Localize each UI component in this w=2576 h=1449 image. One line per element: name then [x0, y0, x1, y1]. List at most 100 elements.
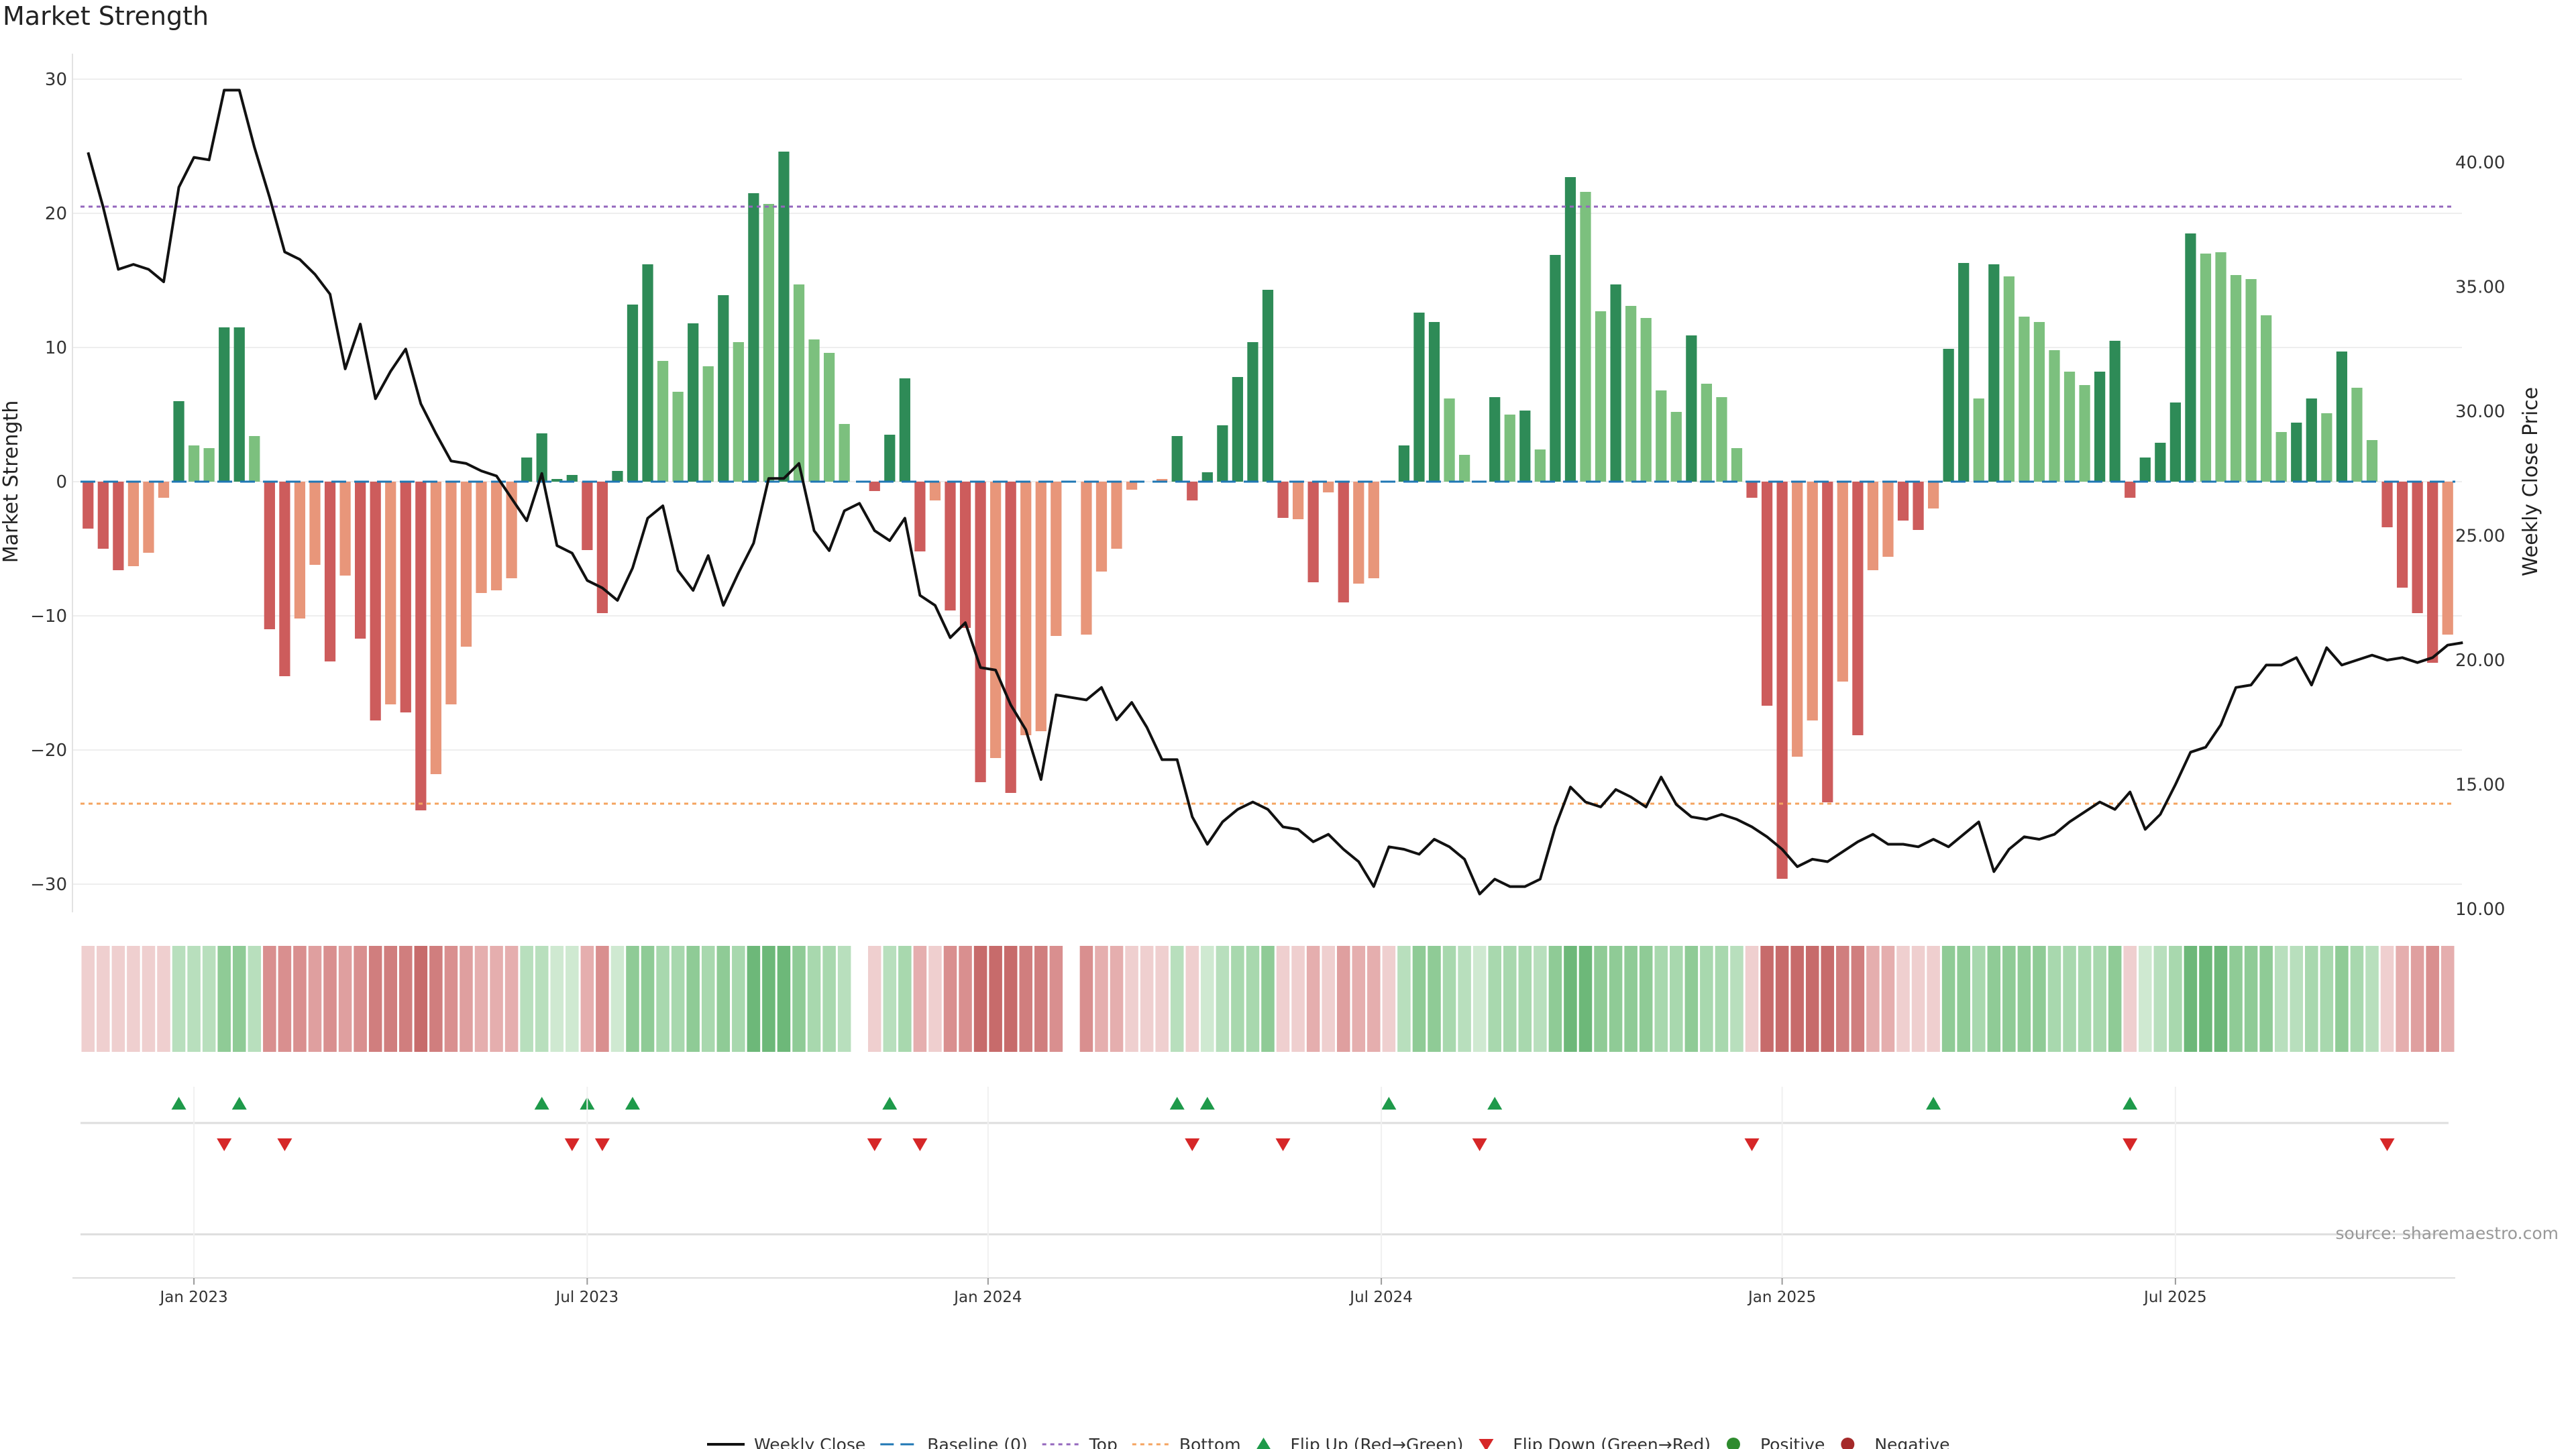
- y-tick-label: −10: [30, 606, 67, 627]
- strength-bar: [566, 475, 578, 482]
- heat-cell: [384, 946, 398, 1052]
- strength-bar: [2442, 482, 2453, 635]
- heat-cell: [928, 946, 942, 1052]
- flip-up-marker: [534, 1097, 549, 1110]
- strength-bar: [1126, 482, 1138, 490]
- heat-cell: [1730, 946, 1743, 1052]
- y-tick-label: 10: [45, 338, 67, 358]
- heat-cell: [550, 946, 564, 1052]
- reference-lines: [80, 205, 2455, 805]
- y-tick-label: 0: [56, 472, 67, 492]
- heat-cell: [2033, 946, 2046, 1052]
- heat-cell: [2380, 946, 2394, 1052]
- strength-bar: [83, 482, 94, 529]
- strength-bar: [2079, 385, 2090, 482]
- heat-cell: [2335, 946, 2349, 1052]
- strength-bar: [324, 482, 336, 661]
- strength-bar: [657, 361, 669, 482]
- flip-down-marker: [277, 1138, 292, 1151]
- legend-label: Bottom: [1179, 1435, 1241, 1449]
- strength-bar: [2169, 402, 2181, 482]
- strength-bar: [415, 482, 427, 810]
- heat-cell: [671, 946, 685, 1052]
- strength-bar: [2261, 315, 2272, 482]
- strength-bar: [869, 482, 880, 491]
- heat-cell: [1836, 946, 1849, 1052]
- x-tick-label: Jan 2025: [1747, 1289, 1816, 1306]
- strength-bar: [1973, 398, 1984, 482]
- x-tick-label: Jul 2023: [555, 1289, 619, 1306]
- heat-cell: [2290, 946, 2304, 1052]
- heat-cell: [1276, 946, 1290, 1052]
- strength-bar: [1201, 472, 1213, 482]
- heat-cell: [822, 946, 836, 1052]
- heat-cell: [686, 946, 700, 1052]
- heat-cell: [1155, 946, 1169, 1052]
- strength-bar: [1580, 192, 1591, 482]
- heat-cell: [792, 946, 806, 1052]
- heat-cell: [1322, 946, 1335, 1052]
- heat-cell: [490, 946, 503, 1052]
- heat-cell: [308, 946, 322, 1052]
- heat-cell: [1246, 946, 1260, 1052]
- heat-cell: [2078, 946, 2092, 1052]
- x-tick-label: Jan 2023: [158, 1289, 227, 1306]
- heat-cell: [1442, 946, 1456, 1052]
- date-axis: Jan 2023 Jul 2023 Jan 2024 Jul 2024 Jan 2025…: [72, 1087, 2455, 1306]
- heat-cell: [2440, 946, 2455, 1052]
- y2-tick-label: 25.00: [2455, 527, 2505, 547]
- strength-bar: [490, 482, 502, 590]
- y-tick-label: 20: [45, 204, 67, 224]
- strength-bar: [1625, 306, 1637, 482]
- flip-down-marker: [1744, 1138, 1760, 1151]
- heat-cell: [2047, 946, 2061, 1052]
- heat-cell: [1412, 946, 1426, 1052]
- strength-bar: [929, 482, 941, 500]
- flip-down-marker: [594, 1138, 610, 1151]
- legend-label: Top: [1089, 1435, 1118, 1449]
- strength-bar: [158, 482, 170, 498]
- heat-cell: [1201, 946, 1214, 1052]
- strength-bar: [2155, 443, 2166, 482]
- heat-cell: [2063, 946, 2076, 1052]
- flip-up-marker: [2123, 1097, 2138, 1110]
- heat-cell: [414, 946, 428, 1052]
- strength-bar: [1262, 290, 1274, 482]
- flip-down-marker: [217, 1138, 232, 1151]
- heat-cell: [1336, 946, 1350, 1052]
- heat-cell: [1548, 946, 1562, 1052]
- x-tick-label: Jul 2025: [2143, 1289, 2207, 1306]
- strength-bar: [385, 482, 396, 704]
- strength-bar: [536, 433, 547, 482]
- strength-bar: [1081, 482, 1092, 635]
- heat-cell: [1049, 946, 1063, 1052]
- strength-bar: [1338, 482, 1349, 602]
- y2-tick-label: 40.00: [2455, 153, 2505, 173]
- strength-bar: [355, 482, 366, 639]
- y-tick-label: −30: [30, 875, 67, 895]
- flip-markers: [80, 1097, 2449, 1151]
- heat-cell: [263, 946, 276, 1052]
- strength-bar: [1051, 482, 1062, 636]
- heat-cell: [1594, 946, 1607, 1052]
- heat-cell: [1503, 946, 1517, 1052]
- strength-bar: [839, 424, 850, 482]
- strength-bar: [642, 264, 653, 482]
- legend-positive-dot: [1726, 1438, 1740, 1449]
- strength-bar: [294, 482, 306, 619]
- flip-up-marker: [625, 1097, 640, 1110]
- heat-cell: [2199, 946, 2212, 1052]
- strength-bar: [1277, 482, 1289, 518]
- strength-bar: [2366, 440, 2378, 482]
- heat-cell: [641, 946, 655, 1052]
- heat-strip: [81, 946, 2455, 1052]
- strength-bar: [2381, 482, 2393, 527]
- flip-up-marker: [1169, 1097, 1185, 1110]
- heat-cell: [2123, 946, 2137, 1052]
- strength-bar: [1519, 411, 1531, 482]
- strength-bar: [1867, 482, 1879, 570]
- strength-bar: [2336, 352, 2348, 482]
- heat-cell: [2153, 946, 2167, 1052]
- heat-cell: [2396, 946, 2409, 1052]
- heat-cell: [172, 946, 186, 1052]
